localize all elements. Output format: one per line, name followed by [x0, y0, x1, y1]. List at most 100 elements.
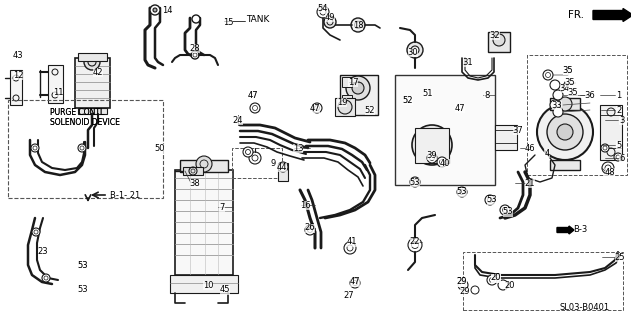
Text: 53: 53 [78, 260, 88, 269]
Bar [48, 65, 63, 103]
Text: 54: 54 [318, 4, 328, 12]
Bar [395, 75, 495, 185]
Text: 26: 26 [305, 223, 316, 233]
Text: 3: 3 [619, 116, 625, 124]
Text: 49: 49 [325, 12, 335, 21]
Circle shape [32, 228, 40, 236]
Text: 40: 40 [440, 158, 451, 167]
Circle shape [78, 144, 86, 152]
Text: 43: 43 [13, 51, 23, 60]
Text: 47: 47 [310, 103, 321, 113]
Circle shape [553, 107, 563, 117]
Circle shape [500, 205, 510, 215]
Text: 12: 12 [13, 70, 23, 79]
Circle shape [471, 286, 479, 294]
FancyArrow shape [593, 9, 631, 21]
Text: 39: 39 [427, 150, 437, 159]
Circle shape [614, 153, 622, 161]
Bar [342, 95, 352, 105]
Text: 35: 35 [565, 77, 575, 86]
Circle shape [537, 104, 593, 160]
Bar [340, 75, 378, 115]
Text: B-1- 21: B-1- 21 [110, 190, 140, 199]
Text: 35: 35 [568, 87, 579, 97]
Bar [550, 98, 580, 110]
Text: 41: 41 [347, 237, 357, 246]
Circle shape [407, 42, 423, 58]
Text: 44: 44 [277, 163, 287, 172]
Text: 22: 22 [410, 237, 420, 246]
Text: 19: 19 [337, 98, 347, 107]
Circle shape [350, 278, 360, 288]
Text: 29: 29 [457, 277, 467, 286]
Circle shape [350, 103, 360, 113]
Circle shape [550, 100, 560, 110]
Text: 53: 53 [78, 285, 88, 294]
Text: 20: 20 [491, 274, 501, 283]
Text: 16: 16 [300, 201, 310, 210]
Circle shape [437, 157, 447, 167]
Bar [78, 108, 107, 114]
Text: B-3: B-3 [573, 226, 587, 235]
Circle shape [312, 103, 322, 113]
Circle shape [410, 177, 420, 187]
Circle shape [422, 135, 442, 155]
Text: 52: 52 [365, 106, 375, 115]
Text: 52: 52 [403, 95, 413, 105]
Bar [488, 32, 510, 52]
Text: 8: 8 [485, 91, 490, 100]
Text: 25: 25 [615, 252, 625, 261]
Text: 53: 53 [410, 178, 420, 187]
Text: 20: 20 [505, 281, 516, 290]
Circle shape [557, 124, 573, 140]
Text: 5: 5 [616, 140, 622, 149]
Bar [463, 252, 623, 310]
Text: 15: 15 [223, 18, 233, 27]
Circle shape [408, 238, 422, 252]
Circle shape [457, 187, 467, 197]
Text: 30: 30 [408, 47, 418, 57]
Text: 34: 34 [560, 84, 570, 92]
Circle shape [346, 76, 370, 100]
Bar [175, 170, 233, 275]
Text: 53: 53 [503, 207, 513, 217]
Circle shape [547, 114, 583, 150]
Circle shape [324, 16, 336, 28]
Bar [232, 148, 282, 178]
Text: 35: 35 [563, 66, 574, 75]
Text: 27: 27 [344, 291, 355, 300]
Circle shape [550, 80, 560, 90]
Circle shape [543, 70, 553, 80]
Bar [10, 70, 22, 105]
Circle shape [249, 152, 261, 164]
Bar [183, 167, 203, 175]
Bar [180, 160, 228, 172]
Text: 31: 31 [463, 58, 473, 67]
Circle shape [558, 97, 572, 111]
Text: 7: 7 [220, 203, 225, 212]
Text: 29: 29 [460, 287, 470, 297]
Text: 33: 33 [551, 100, 562, 109]
Bar [335, 98, 355, 116]
Text: 42: 42 [93, 68, 103, 76]
Circle shape [498, 280, 508, 290]
Circle shape [305, 225, 315, 235]
Text: 17: 17 [348, 77, 358, 86]
Text: PURGE CONTL: PURGE CONTL [50, 108, 104, 116]
Text: 2: 2 [616, 106, 622, 115]
Text: 50: 50 [155, 143, 165, 153]
Text: 29: 29 [457, 277, 467, 286]
Circle shape [344, 242, 356, 254]
Text: 48: 48 [604, 167, 615, 177]
Circle shape [352, 82, 364, 94]
Circle shape [485, 195, 495, 205]
Text: SOLENOID DEVICE: SOLENOID DEVICE [50, 117, 120, 126]
Circle shape [601, 144, 609, 152]
Text: 11: 11 [53, 87, 63, 97]
Text: PURGE CONTL: PURGE CONTL [50, 108, 104, 116]
Circle shape [602, 162, 614, 174]
FancyArrow shape [557, 226, 574, 234]
Text: 46: 46 [525, 143, 535, 153]
Text: 51: 51 [423, 89, 433, 98]
Circle shape [338, 100, 352, 114]
